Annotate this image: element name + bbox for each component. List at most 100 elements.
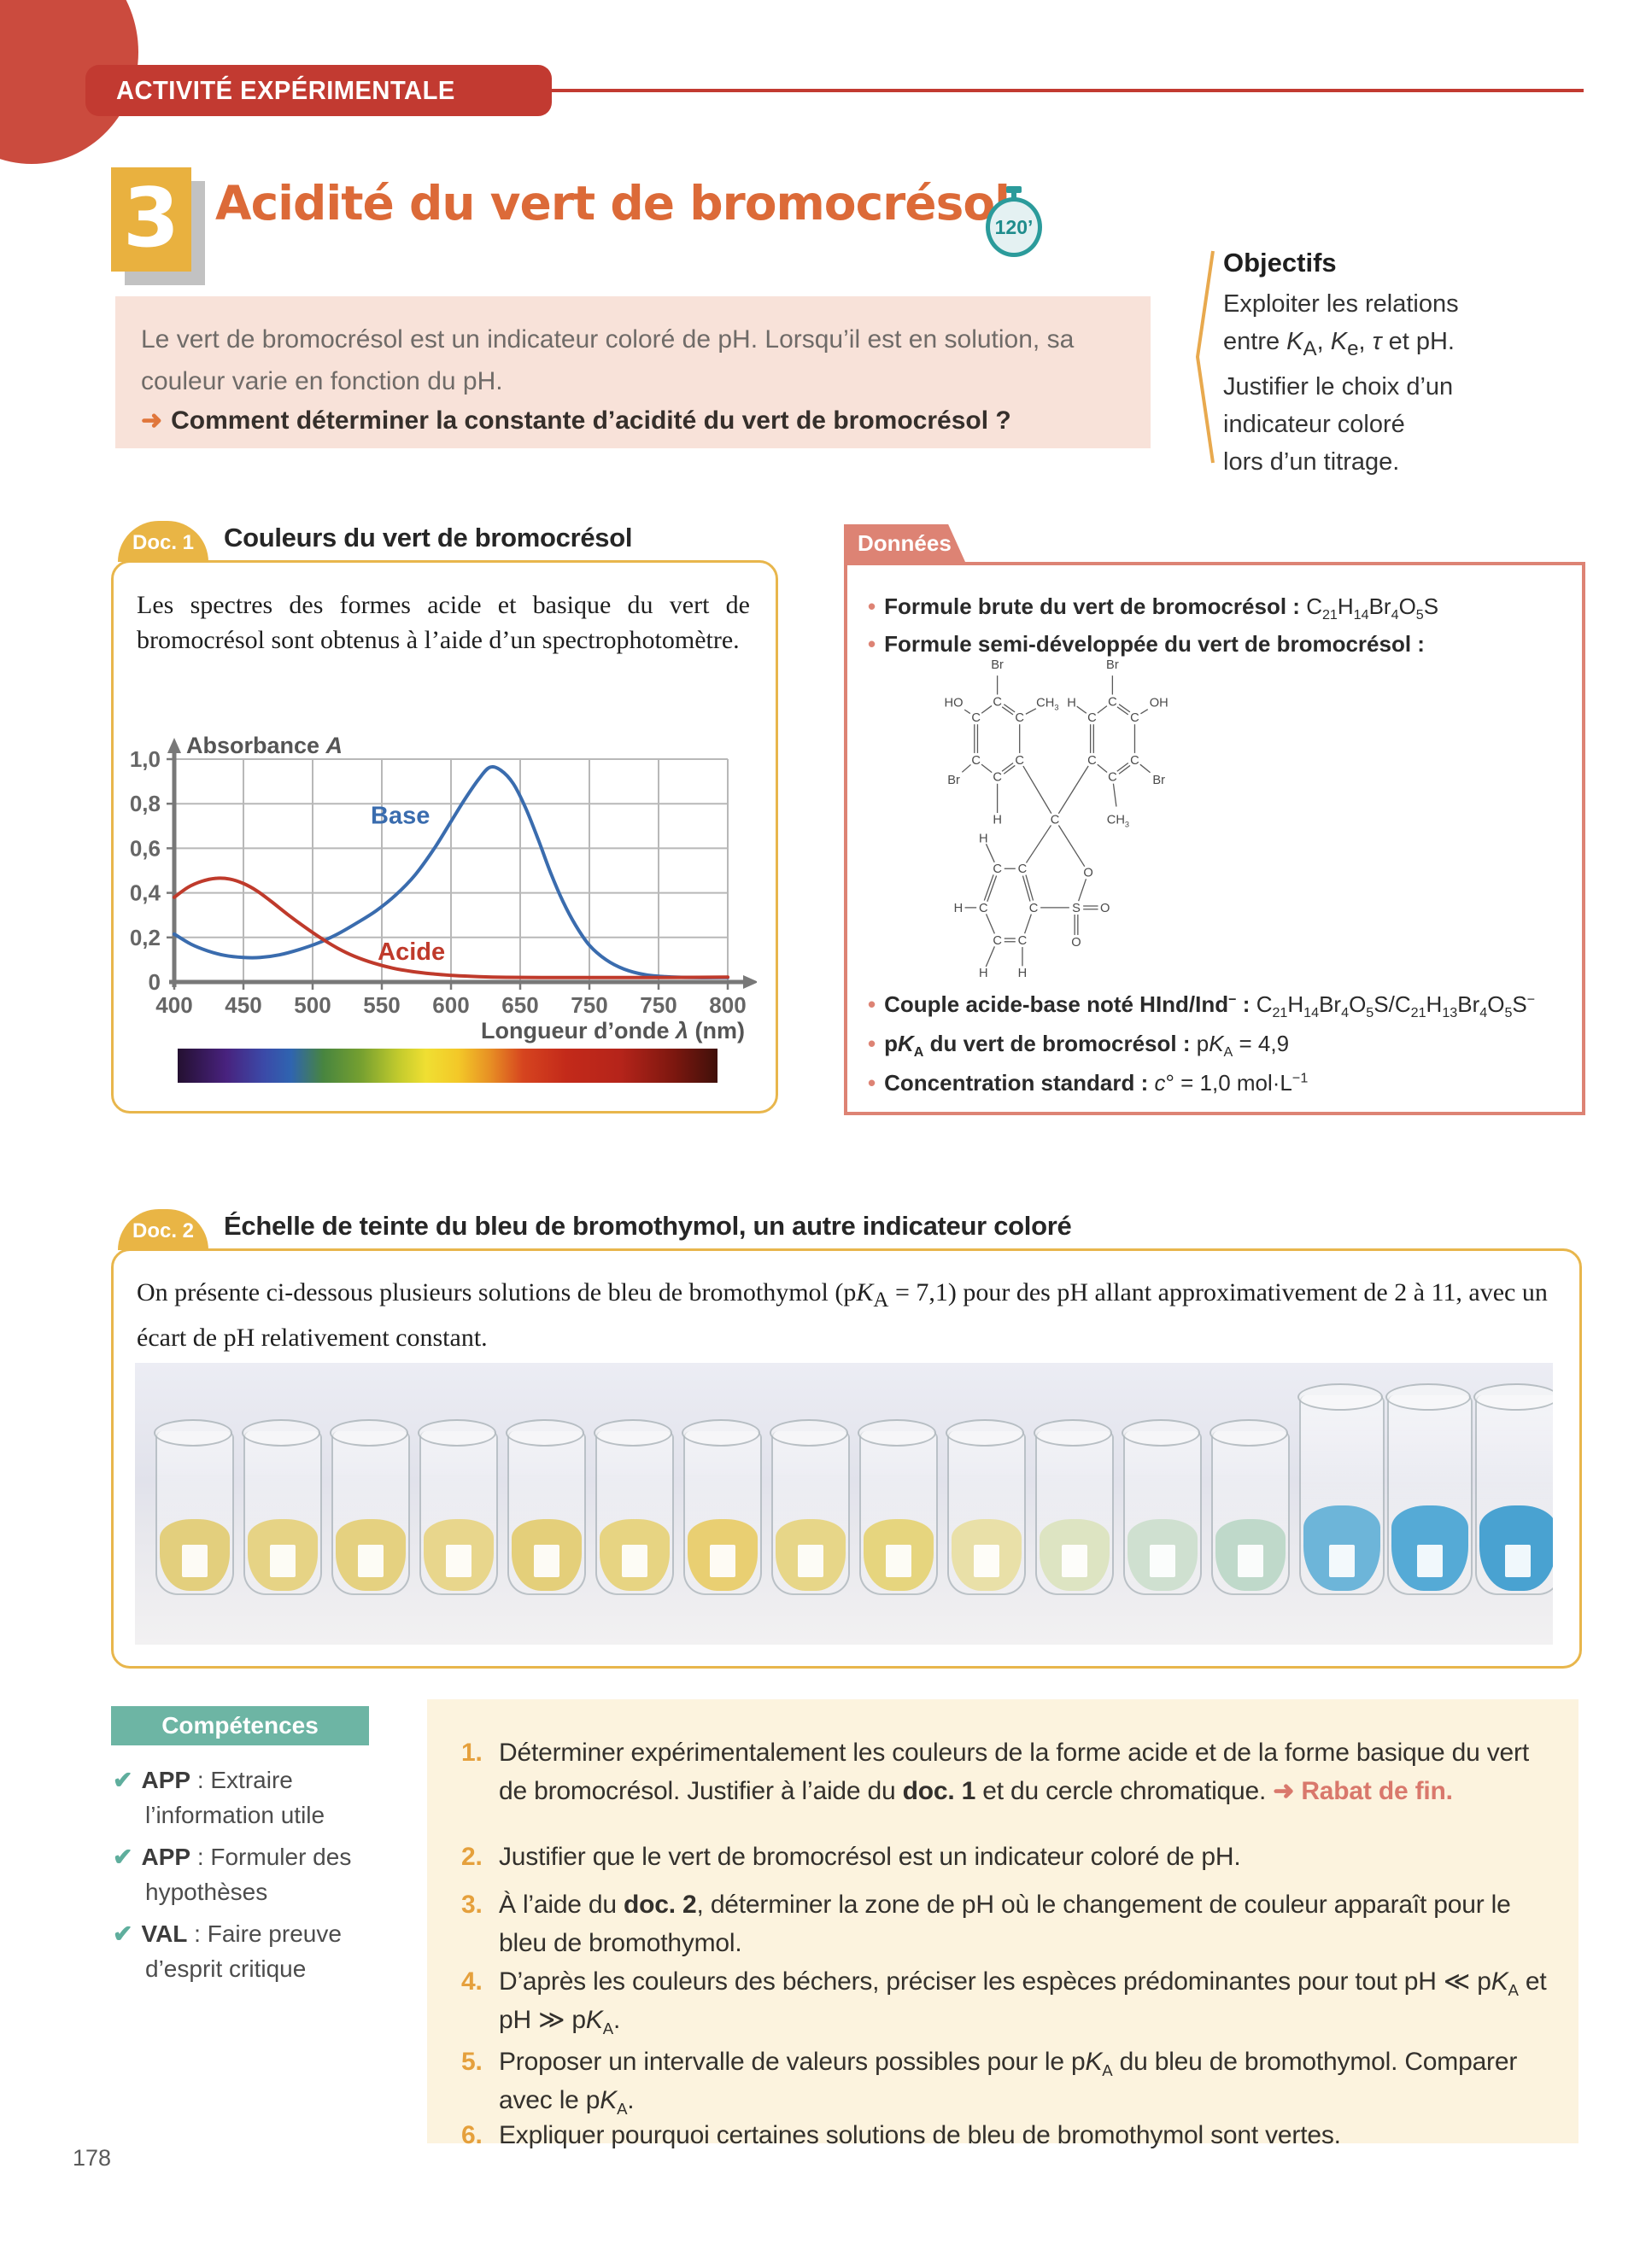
series-label: Base bbox=[371, 803, 430, 830]
beaker bbox=[858, 1419, 938, 1595]
atom-label: CH3 bbox=[1107, 814, 1129, 829]
svg-text:450: 450 bbox=[225, 992, 261, 1018]
beaker-rim bbox=[330, 1419, 408, 1447]
beaker-rim bbox=[946, 1419, 1024, 1447]
beaker-liquid bbox=[1479, 1505, 1553, 1591]
objectifs-block: Objectifs Exploiter les relations entre K… bbox=[1223, 248, 1590, 481]
beaker-label bbox=[886, 1545, 911, 1577]
beaker-rim bbox=[1385, 1383, 1471, 1411]
beaker-label bbox=[534, 1545, 559, 1577]
beaker-rim bbox=[594, 1419, 672, 1447]
donnees-bullet: pKA du vert de bromocrésol : pKA = 4,9 bbox=[868, 1030, 1561, 1059]
check-icon: ✔ bbox=[113, 1920, 133, 1947]
beaker-label bbox=[1329, 1545, 1355, 1577]
intro-text: Le vert de bromocrésol est un indicateur… bbox=[141, 325, 1075, 395]
atom-label: C bbox=[993, 771, 1002, 785]
question-text: Déterminer expérimentalement les couleur… bbox=[499, 1739, 1529, 1805]
doc1-title: Couleurs du vert de bromocrésol bbox=[224, 523, 633, 552]
beaker-label bbox=[1062, 1545, 1087, 1577]
svg-text:500: 500 bbox=[294, 992, 331, 1018]
doc2-paragraph: On présente ci-dessous plusieurs solutio… bbox=[137, 1278, 1548, 1352]
beaker bbox=[1473, 1383, 1553, 1595]
svg-text:400: 400 bbox=[155, 992, 192, 1018]
donnees-bullet: Concentration standard : c° = 1,0 mol·L−… bbox=[868, 1069, 1561, 1097]
atom-label: H bbox=[1018, 967, 1028, 980]
doc1-paragraph: Les spectres des formes acide et basique… bbox=[137, 591, 750, 654]
atom-label: Br bbox=[947, 774, 960, 787]
question-item: 4. D’après les couleurs des béchers, préc… bbox=[461, 1962, 1555, 2039]
atom-label: C bbox=[1018, 934, 1028, 948]
objectifs-body: Exploiter les relations entre KA, Ke, τ e… bbox=[1223, 290, 1459, 476]
atom-label: OH bbox=[1150, 697, 1168, 710]
beaker-label bbox=[974, 1545, 999, 1577]
beaker-liquid bbox=[600, 1519, 670, 1591]
beaker-liquid bbox=[160, 1519, 230, 1591]
atom-label: C bbox=[971, 711, 981, 725]
question-number: 2. bbox=[461, 1843, 483, 1871]
banner-rule bbox=[552, 89, 1584, 92]
atom-label: C bbox=[1087, 711, 1097, 725]
question-text: Proposer un intervalle de valeurs possib… bbox=[499, 2048, 1518, 2118]
beaker-rim bbox=[858, 1419, 936, 1447]
beaker-rim bbox=[154, 1419, 232, 1447]
beaker bbox=[1385, 1383, 1473, 1595]
atom-label: C bbox=[1130, 711, 1139, 725]
doc1-box bbox=[111, 560, 778, 1114]
question-item: 2. Justifier que le vert de bromocrésol e… bbox=[461, 1838, 1555, 1876]
beaker-label bbox=[446, 1545, 472, 1577]
question-item: 5. Proposer un intervalle de valeurs poss… bbox=[461, 2043, 1555, 2119]
atom-label: C bbox=[1015, 754, 1024, 768]
question-number: 3. bbox=[461, 1891, 483, 1919]
beaker-liquid bbox=[1040, 1519, 1110, 1591]
page-number: 178 bbox=[73, 2145, 112, 2171]
activity-number: 3 bbox=[111, 167, 191, 272]
svg-text:0: 0 bbox=[149, 969, 161, 995]
section-banner: ACTIVITÉ EXPÉRIMENTALE bbox=[85, 65, 552, 116]
atom-label: S bbox=[1072, 902, 1081, 915]
beaker bbox=[1034, 1419, 1114, 1595]
beaker-liquid bbox=[1128, 1519, 1198, 1591]
beaker-liquid bbox=[688, 1519, 758, 1591]
svg-text:0,2: 0,2 bbox=[130, 925, 161, 950]
beaker-rim bbox=[418, 1419, 496, 1447]
objectifs-title: Objectifs bbox=[1223, 248, 1337, 278]
atom-label: O bbox=[1083, 866, 1092, 880]
beaker-rim bbox=[1473, 1383, 1553, 1411]
question-text: D’après les couleurs des béchers, précis… bbox=[499, 1967, 1547, 2037]
beaker bbox=[506, 1419, 586, 1595]
atom-label: Br bbox=[1106, 658, 1119, 672]
question-item: 3. À l’aide du doc. 2, déterminer la zone… bbox=[461, 1885, 1555, 1962]
beaker-liquid bbox=[1215, 1519, 1286, 1591]
beaker-liquid bbox=[336, 1519, 406, 1591]
beaker-photo bbox=[135, 1363, 1553, 1645]
beaker-label bbox=[1417, 1545, 1443, 1577]
beaker bbox=[418, 1419, 498, 1595]
svg-text:0,8: 0,8 bbox=[130, 791, 161, 816]
atom-label: H bbox=[1067, 697, 1076, 710]
atom-label: H bbox=[979, 967, 988, 980]
beaker-liquid bbox=[248, 1519, 318, 1591]
question-number: 6. bbox=[461, 2121, 483, 2149]
beaker-rim bbox=[1034, 1419, 1112, 1447]
intro-question: ➜ Comment déterminer la constante d’acidi… bbox=[141, 406, 1011, 435]
competence-item: ✔ APP : Formuler des hypothèses bbox=[113, 1844, 352, 1905]
beaker bbox=[154, 1419, 234, 1595]
beaker-label bbox=[270, 1545, 296, 1577]
atom-label: H bbox=[993, 814, 1002, 827]
beaker-liquid bbox=[864, 1519, 934, 1591]
svg-text:600: 600 bbox=[432, 992, 469, 1018]
beaker-label bbox=[1505, 1545, 1531, 1577]
beaker bbox=[1122, 1419, 1202, 1595]
check-icon: ✔ bbox=[113, 1844, 133, 1870]
atom-label: Br bbox=[1152, 774, 1165, 787]
beaker bbox=[1297, 1383, 1385, 1595]
donnees-bullet: Formule brute du vert de bromocrésol : C… bbox=[868, 593, 1561, 622]
svg-text:750: 750 bbox=[571, 992, 607, 1018]
beaker-liquid bbox=[1391, 1505, 1468, 1591]
beaker-label bbox=[710, 1545, 735, 1577]
doc2-badge: Doc. 2 bbox=[118, 1209, 208, 1250]
atom-label: C bbox=[993, 695, 1002, 709]
atom-label: C bbox=[993, 934, 1002, 948]
svg-text:Longueur d’onde λ (nm): Longueur d’onde λ (nm) bbox=[481, 1018, 745, 1043]
beaker-rim bbox=[506, 1419, 584, 1447]
